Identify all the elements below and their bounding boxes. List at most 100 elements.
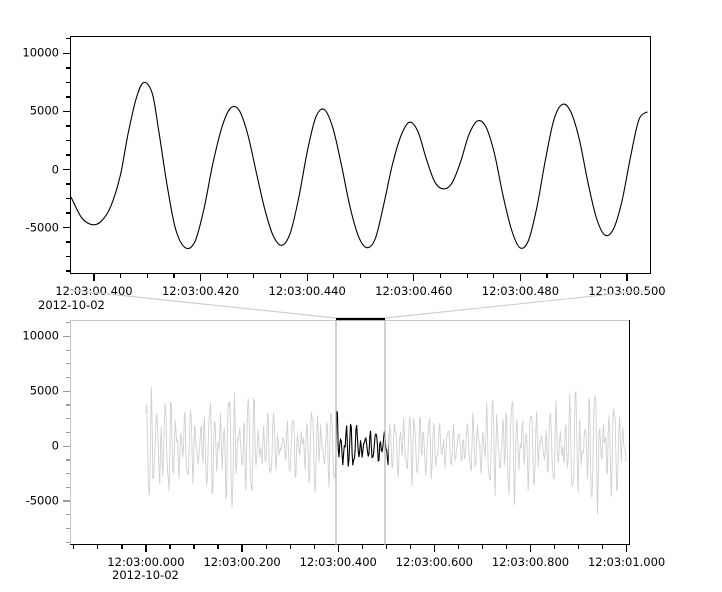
overview-x-tick-label: 12:03:00.600 [395,555,473,569]
detail-y-tick-label: -5000 [25,219,59,234]
overview-y-tick-label: 5000 [29,383,59,398]
detail-y-tick-label: 10000 [22,45,59,60]
detail-x-tick-minor [253,274,255,278]
overview-x-tick-minor [121,545,123,549]
overview-x-tick-label: 12:03:00.000 [107,555,185,569]
overview-y-tick-label: -5000 [25,493,59,508]
detail-y-tick-minor [66,212,70,214]
detail-y-tick-label: 0 [51,161,59,176]
overview-frame-left [70,320,72,545]
detail-y-tick-minor [66,67,70,69]
detail-x-tick-minor [599,274,601,278]
overview-x-tick-major [241,545,243,552]
overview-y-tick-label: 0 [51,438,59,453]
overview-x-tick-minor [361,545,363,549]
overview-x-tick-major [145,545,147,552]
overview-y-tick-minor [66,349,70,351]
overview-x-tick-minor [385,545,387,549]
detail-x-tick-major [626,274,628,281]
overview-y-tick-minor [66,418,70,420]
overview-y-tick-minor [66,541,70,543]
detail-x-tick-minor [279,274,282,278]
overview-x-tick-minor [217,545,219,549]
detail-trace-path [71,82,647,248]
detail-y-tick-minor [66,255,70,258]
overview-x-tick-minor [313,545,315,549]
overview-y-tick-minor [66,486,70,488]
overview-frame-right [628,320,630,545]
overview-x-tick-label: 12:03:00.200 [203,555,281,569]
detail-x-tick-minor [333,274,335,278]
overview-y-tick-minor [66,322,70,324]
overview-y-tick-minor [66,431,70,434]
overview-x-tick-minor [602,545,604,549]
overview-context-trace-right [146,387,627,514]
overview-x-tick-major [626,545,628,552]
detail-y-tick-minor [66,38,70,40]
overview-y-tick-minor [66,363,70,365]
detail-y-tick-minor [66,270,70,272]
overview-x-tick-major [433,545,435,552]
overview-frame-top [70,320,630,322]
detail-y-tick-minor [66,96,70,98]
overview-x-tick-minor [409,545,411,549]
detail-plot-axes [70,36,651,274]
detail-x-tick-minor [386,274,388,278]
detail-waveform-trace [71,37,650,273]
overview-highlight-trace [146,387,627,514]
detail-x-tick-minor [173,274,175,278]
overview-y-tick-minor [66,377,70,379]
detail-y-tick-minor [66,154,70,156]
detail-y-tick-minor [66,241,70,243]
overview-x-tick-label: 12:03:01.000 [587,555,666,569]
overview-y-tick-major [63,390,70,392]
detail-y-tick-major [63,52,70,54]
overview-y-tick-major [63,445,70,447]
overview-x-tick-minor [457,545,459,549]
overview-x-tick-minor [505,545,508,549]
detail-y-tick-minor [66,197,70,200]
detail-y-tick-label: 5000 [29,103,59,118]
detail-x-tick-minor [359,274,362,278]
overview-y-tick-minor [66,473,70,475]
detail-x-tick-major [306,274,308,281]
overview-x-tick-minor [193,545,195,549]
overview-context-trace-left [146,387,627,514]
detail-y-tick-minor [66,183,70,185]
overview-x-tick-minor [289,545,291,549]
detail-x-tick-minor [546,274,548,278]
detail-x-tick-minor [226,274,228,278]
detail-y-tick-minor [66,81,70,84]
detail-x-tick-minor [120,274,122,278]
overview-y-tick-minor [66,527,70,530]
overview-x-tick-minor [553,545,556,549]
overview-y-tick-minor [66,459,70,461]
overview-x-tick-major [529,545,532,552]
detail-x-tick-major [519,274,521,281]
detail-x-tick-major [199,274,202,281]
detail-y-tick-minor [66,125,70,127]
overview-y-tick-major [63,500,70,502]
overview-y-tick-major [63,335,70,338]
overview-y-tick-label: 10000 [22,328,59,343]
overview-y-tick-minor [66,514,70,516]
overview-x-tick-minor [97,545,99,549]
detail-x-tick-minor [573,274,575,278]
detail-x-tick-minor [493,274,495,278]
overview-x-tick-major [337,545,339,552]
detail-x-tick-minor [439,274,442,278]
overview-plot-axes [70,320,630,545]
overview-x-tick-minor [577,545,580,549]
detail-x-tick-major [413,274,415,281]
overview-x-tick-label: 12:03:00.800 [491,555,570,569]
overview-x-tick-minor [481,545,484,549]
overview-y-tick-minor [66,404,70,406]
detail-y-tick-major [63,226,70,229]
overview-x-tick-minor [265,545,267,549]
detail-y-tick-major [63,168,70,171]
overview-waveform-trace [70,320,630,545]
overview-frame-bottom [70,543,630,545]
detail-y-tick-minor [66,139,70,142]
